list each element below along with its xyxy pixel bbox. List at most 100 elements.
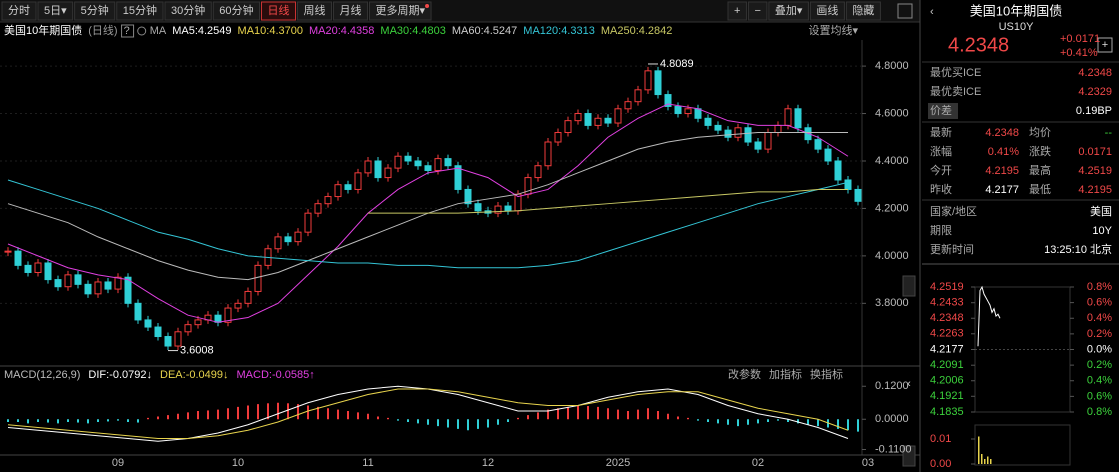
toolbar-label[interactable]: 15分钟 <box>123 3 157 17</box>
candle <box>144 319 152 328</box>
toolbar-button[interactable] <box>116 1 164 21</box>
layout-icon[interactable] <box>897 3 913 19</box>
x-tick-label: 2025 <box>606 457 630 469</box>
grid-value: 4.2177 <box>985 184 1019 196</box>
toolbar-button[interactable] <box>333 1 369 21</box>
toolbar-label[interactable]: 日线 <box>268 3 290 17</box>
grid-label: 昨收 <box>930 182 952 196</box>
toolbar-button[interactable] <box>212 1 261 21</box>
toolbar-label[interactable]: 5日▾ <box>44 5 67 17</box>
volume-bar <box>984 459 986 464</box>
macd-bar <box>657 411 659 420</box>
macd-bar <box>227 408 229 420</box>
x-tick-label: 11 <box>362 457 373 469</box>
macd-bar <box>687 417 689 420</box>
toolbar-button[interactable] <box>1 1 37 21</box>
add-button[interactable] <box>1097 37 1113 53</box>
toolbar-label[interactable]: 画线 <box>816 3 838 17</box>
toolbar-button[interactable] <box>727 1 747 21</box>
macd-bar <box>77 419 79 423</box>
candle <box>44 262 52 281</box>
indicator-title: MACD(12,26,9) <box>4 369 80 381</box>
quote-name: 美国10年期国债 <box>970 3 1062 18</box>
macd-bar <box>857 419 859 432</box>
indicator-tool[interactable]: 改参数 <box>728 367 761 381</box>
macd-bar <box>627 411 629 420</box>
candle <box>534 165 542 179</box>
macd-bar <box>117 419 119 421</box>
macd-bar <box>497 419 499 425</box>
candle <box>254 264 262 292</box>
macd-bar <box>317 406 319 420</box>
toolbar-button[interactable] <box>768 1 809 21</box>
ma-settings[interactable]: 设置均线▾ <box>808 23 858 37</box>
indicator-tool[interactable]: 换指标 <box>810 367 843 381</box>
macd-bar <box>187 412 189 420</box>
grid-value: 0.0171 <box>1078 146 1112 158</box>
back-arrow[interactable]: ‹ <box>930 6 934 18</box>
indicator-legend: MACD:-0.0585↑ <box>237 369 315 381</box>
toolbar-label[interactable]: 周线 <box>304 3 326 17</box>
toolbar-label[interactable]: 月线 <box>340 3 362 17</box>
add-icon: + <box>1102 39 1108 51</box>
toolbar-label[interactable]: 5分钟 <box>81 3 109 17</box>
instrument-name: 美国10年期国债 <box>4 23 82 37</box>
toolbar-button[interactable] <box>747 1 768 21</box>
candle <box>164 336 172 347</box>
candle <box>454 165 462 190</box>
toolbar-button[interactable] <box>74 1 116 21</box>
candle <box>174 331 182 347</box>
toolbar-button[interactable] <box>261 1 297 21</box>
toolbar-button[interactable] <box>37 1 74 21</box>
indicator-legend: DIF:-0.0792↓ <box>88 369 152 381</box>
y2-tick-label: 0.6% <box>1087 390 1112 402</box>
indicator-tool[interactable]: 加指标 <box>769 367 802 381</box>
grid-label: 涨幅 <box>930 145 952 158</box>
grid-value: 4.2195 <box>1078 184 1112 196</box>
candle <box>844 179 852 190</box>
grid-label: 最高 <box>1029 163 1051 177</box>
ma-line <box>7 103 849 323</box>
toolbar-label[interactable]: 分时 <box>8 4 30 17</box>
toolbar-label[interactable]: 叠加▾ <box>775 4 803 17</box>
scroll-button[interactable] <box>902 445 916 467</box>
annotation: 4.8089 <box>660 58 694 70</box>
macd-bar <box>557 408 559 420</box>
macd-bar <box>577 405 579 420</box>
toolbar-button[interactable] <box>809 1 845 21</box>
toolbar-button[interactable] <box>297 1 333 21</box>
row-label: 价差 <box>930 103 952 117</box>
toolbar-label[interactable]: − <box>754 5 760 17</box>
candle <box>124 276 132 304</box>
candle <box>584 113 592 126</box>
ma-legend: MA60:4.5247 <box>452 25 517 37</box>
quote-code: US10Y <box>999 21 1035 33</box>
mini-frame <box>974 424 1071 466</box>
candle <box>714 124 722 131</box>
macd-bar <box>437 419 439 427</box>
period-label: (日线) <box>88 23 117 37</box>
row-label: 最优卖ICE <box>930 85 981 98</box>
scroll-button[interactable] <box>902 275 916 297</box>
candle <box>634 89 642 103</box>
y2-tick-label: 0.4% <box>1087 312 1112 324</box>
toolbar-button[interactable] <box>369 1 432 21</box>
toolbar-label[interactable]: 30分钟 <box>171 3 205 17</box>
toolbar-label[interactable]: 隐藏 <box>852 4 874 17</box>
macd-bar <box>87 419 89 424</box>
toolbar-button[interactable] <box>164 1 212 21</box>
indicator-legend: DEA:-0.0499↓ <box>160 369 228 381</box>
toolbar-label[interactable]: + <box>734 5 740 17</box>
y-tick-label: 0.1200 <box>875 380 909 392</box>
toolbar-label[interactable]: 60分钟 <box>219 3 253 17</box>
settings-icon[interactable] <box>137 26 147 36</box>
macd-bar <box>787 419 789 422</box>
macd-bar <box>277 402 279 420</box>
candle <box>374 160 382 179</box>
y-tick-label: 4.2263 <box>930 328 964 340</box>
help-box[interactable] <box>121 24 135 38</box>
toolbar-label[interactable]: 更多周期▾ <box>376 3 426 17</box>
candle <box>294 231 302 243</box>
toolbar-button[interactable] <box>845 1 881 21</box>
candle <box>394 155 402 169</box>
